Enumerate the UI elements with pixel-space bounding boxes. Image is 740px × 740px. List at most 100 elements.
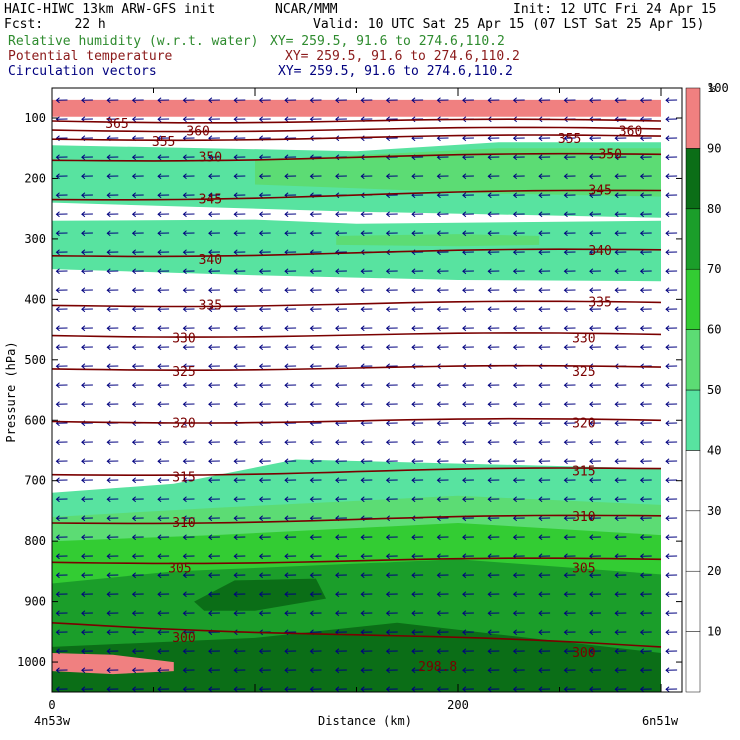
wind-vector	[284, 686, 297, 692]
wind-vector	[309, 572, 322, 579]
wind-vector	[436, 287, 449, 294]
theta-label-305: 305	[572, 561, 595, 576]
wind-vector-head	[614, 591, 619, 598]
wind-vector-head	[81, 477, 86, 484]
wind-vector	[665, 553, 678, 560]
wind-vector-head	[157, 629, 162, 636]
theta-contour-345	[52, 189, 662, 201]
wind-vector	[462, 325, 474, 332]
wind-vector-head	[284, 382, 289, 389]
wind-vector-head	[208, 572, 213, 579]
wind-vector-head	[563, 686, 568, 692]
wind-vector	[208, 363, 220, 370]
wind-vector-head	[563, 344, 568, 351]
wind-vector-head	[157, 249, 162, 256]
wind-vector	[81, 382, 93, 389]
wind-vector-head	[487, 306, 492, 313]
wind-vector-head	[563, 268, 568, 275]
wind-vector-head	[589, 230, 594, 237]
wind-vector-head	[665, 135, 670, 142]
wind-vector	[284, 667, 297, 674]
wind-vector-head	[665, 287, 670, 294]
wind-vector	[233, 382, 246, 389]
x-tick-label: 200	[447, 698, 469, 712]
wind-vector-head	[233, 667, 238, 674]
wind-vector-head	[512, 515, 518, 522]
wind-vector-head	[436, 629, 441, 636]
wind-vector	[411, 211, 424, 218]
wind-vector	[157, 363, 170, 370]
wind-vector-head	[233, 306, 238, 313]
wind-vector-head	[563, 401, 568, 408]
wind-vector-head	[639, 648, 645, 655]
wind-vector-head	[538, 154, 543, 161]
wind-vector-head	[436, 610, 441, 617]
wind-vector	[436, 211, 449, 218]
wind-vector-head	[182, 306, 187, 313]
wind-vector-head	[360, 458, 365, 465]
wind-vector	[614, 325, 627, 332]
wind-vector-head	[589, 439, 594, 446]
wind-vector	[81, 591, 93, 598]
wind-vector-head	[284, 496, 289, 503]
wind-vector	[208, 572, 220, 579]
wind-vector-head	[639, 382, 645, 389]
wind-vector	[639, 192, 652, 199]
wind-vector-head	[538, 306, 543, 313]
wind-vector	[309, 553, 322, 560]
wind-vector-head	[538, 515, 543, 522]
wind-vector	[487, 648, 500, 655]
wind-vector-head	[208, 306, 213, 313]
wind-vector-head	[360, 648, 365, 655]
wind-vector	[284, 591, 297, 598]
wind-vector	[157, 173, 170, 180]
wind-vector	[385, 325, 398, 332]
wind-vector	[284, 363, 297, 370]
wind-vector-head	[208, 477, 213, 484]
wind-vector-head	[563, 230, 568, 237]
theta-label-360: 360	[186, 124, 209, 139]
wind-vector	[360, 458, 373, 465]
wind-vector	[589, 306, 601, 313]
wind-vector	[614, 173, 627, 180]
wind-vector	[639, 230, 652, 237]
wind-vector-head	[639, 211, 645, 218]
y-tick-label: 500	[24, 353, 46, 367]
wind-vector-head	[81, 458, 86, 465]
wind-vector	[208, 192, 220, 199]
wind-vector	[563, 458, 576, 465]
wind-vector	[106, 458, 119, 465]
wind-vector	[55, 97, 68, 104]
wind-vector	[589, 135, 601, 142]
colorbar-level-label: 20	[707, 564, 721, 578]
wind-vector	[462, 135, 474, 142]
wind-vector-head	[589, 686, 594, 692]
wind-vector-head	[487, 648, 492, 655]
wind-vector	[665, 477, 678, 484]
wind-vector-head	[462, 154, 467, 161]
wind-vector-head	[258, 667, 264, 674]
wind-vector	[487, 325, 500, 332]
wind-vector-head	[563, 496, 568, 503]
wind-vector	[665, 344, 678, 351]
wind-vector-head	[233, 363, 238, 370]
wind-vector-head	[665, 591, 670, 598]
wind-vector	[487, 230, 500, 237]
wind-vector-head	[462, 610, 467, 617]
wind-vector-head	[233, 382, 238, 389]
wind-vector-head	[665, 458, 670, 465]
wind-vector-head	[436, 477, 441, 484]
wind-vector-head	[208, 496, 213, 503]
wind-vector	[258, 572, 271, 579]
wind-vector-head	[512, 420, 518, 427]
wind-vector	[131, 610, 144, 617]
wind-vector-head	[563, 439, 568, 446]
wind-vector-head	[131, 268, 137, 275]
wind-vector	[182, 553, 195, 560]
wind-vector-head	[258, 686, 264, 692]
wind-vector-head	[462, 629, 467, 636]
wind-vector-head	[462, 496, 467, 503]
wind-vector	[157, 344, 170, 351]
wind-vector-head	[411, 325, 416, 332]
wind-vector-head	[81, 154, 86, 161]
